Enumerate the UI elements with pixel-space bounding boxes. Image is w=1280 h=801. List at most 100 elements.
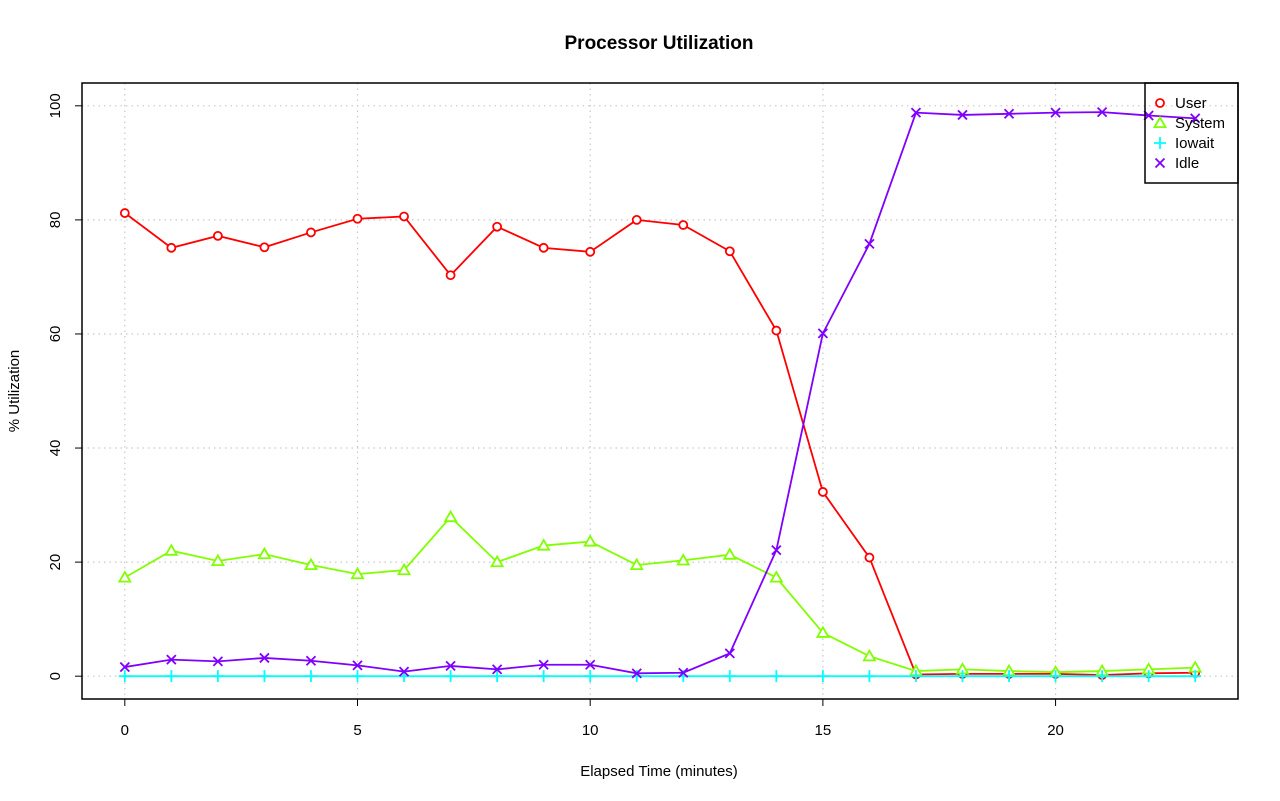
point-system — [583, 534, 598, 547]
point-user — [771, 325, 782, 336]
point-iowait — [1003, 670, 1016, 683]
point-idle — [398, 666, 410, 677]
point-iowait — [211, 670, 224, 683]
y-tick-label: 60 — [47, 326, 64, 343]
y-tick-label: 40 — [47, 440, 64, 457]
y-tick-label: 100 — [47, 93, 64, 118]
point-iowait — [491, 670, 504, 683]
point-system — [862, 648, 877, 662]
point-idle — [1003, 108, 1015, 119]
x-tick-label: 10 — [582, 722, 599, 739]
point-user — [212, 230, 223, 241]
legend-marker-idle — [1154, 157, 1166, 169]
point-iowait — [1049, 670, 1062, 683]
point-idle — [119, 661, 130, 673]
x-tick-label: 15 — [815, 722, 832, 739]
legend: User System Iowait Idle — [1144, 82, 1239, 184]
point-idle — [212, 656, 224, 667]
point-idle — [585, 659, 596, 670]
point-system — [443, 509, 458, 523]
point-system — [676, 553, 691, 566]
point-idle — [1096, 106, 1108, 118]
point-user — [492, 221, 503, 232]
point-idle — [166, 654, 177, 665]
x-tick-label: 0 — [121, 722, 129, 739]
grid-lines — [82, 83, 1238, 699]
y-tick-label: 0 — [47, 672, 64, 680]
y-tick-label: 80 — [47, 212, 64, 229]
point-system — [350, 566, 365, 580]
point-system — [210, 553, 225, 566]
point-user — [817, 487, 828, 497]
x-axis: 0 5 10 15 20 — [121, 699, 1064, 739]
point-system — [164, 543, 179, 556]
series-line-system — [124, 515, 1196, 674]
point-user — [631, 214, 642, 225]
series-line-idle — [124, 111, 1196, 675]
series-system — [117, 509, 1203, 678]
chart-title: Processor Utilization — [565, 33, 754, 54]
point-iowait — [118, 670, 131, 683]
series-user — [119, 208, 1201, 680]
series-idle — [119, 106, 1201, 679]
point-iowait — [723, 670, 736, 683]
point-system — [722, 547, 737, 560]
point-iowait — [444, 670, 457, 683]
legend-marker-user — [1155, 98, 1165, 108]
x-axis-label: Elapsed Time (minutes) — [580, 763, 738, 780]
point-iowait — [1189, 670, 1202, 683]
point-idle — [817, 328, 829, 339]
legend-marker-system — [1152, 115, 1168, 129]
y-axis: 0 20 40 60 80 100 — [47, 93, 82, 680]
series-layer — [117, 106, 1203, 683]
point-user — [445, 270, 456, 281]
point-system — [629, 557, 644, 570]
point-iowait — [1142, 670, 1155, 683]
point-system — [536, 538, 551, 551]
point-idle — [957, 109, 968, 121]
point-system — [490, 554, 505, 568]
legend-box — [1144, 82, 1239, 184]
point-iowait — [770, 670, 783, 683]
point-user — [119, 208, 130, 218]
point-iowait — [956, 670, 969, 683]
point-user — [585, 246, 596, 257]
point-system — [117, 570, 132, 583]
legend-label-system: System — [1175, 115, 1225, 132]
point-iowait — [351, 670, 364, 683]
point-system — [815, 625, 830, 638]
point-idle — [724, 648, 735, 659]
point-user — [166, 242, 177, 253]
point-user — [678, 220, 689, 230]
point-iowait — [165, 670, 178, 683]
point-user — [864, 552, 875, 563]
point-idle — [445, 660, 456, 672]
point-iowait — [584, 670, 597, 683]
legend-label-user: User — [1175, 95, 1207, 112]
point-idle — [538, 659, 549, 670]
point-user — [724, 246, 735, 257]
plot-frame — [81, 82, 1239, 700]
y-axis-label: % Utilization — [6, 350, 23, 433]
point-iowait — [1096, 670, 1109, 683]
point-idle — [1050, 107, 1061, 118]
point-iowait — [909, 670, 922, 683]
point-idle — [910, 107, 922, 118]
point-system — [257, 546, 272, 560]
point-idle — [678, 667, 689, 678]
series-line-user — [124, 212, 1196, 676]
point-iowait — [537, 670, 550, 683]
point-user — [259, 242, 270, 253]
x-tick-label: 5 — [353, 722, 361, 739]
point-user — [399, 211, 409, 222]
legend-label-idle: Idle — [1175, 155, 1199, 172]
point-iowait — [258, 670, 271, 683]
point-system — [769, 570, 784, 583]
point-idle — [771, 544, 782, 556]
point-idle — [864, 238, 875, 249]
point-system — [396, 562, 412, 576]
point-user — [538, 242, 549, 253]
legend-marker-iowait — [1154, 137, 1166, 149]
point-idle — [631, 668, 642, 679]
